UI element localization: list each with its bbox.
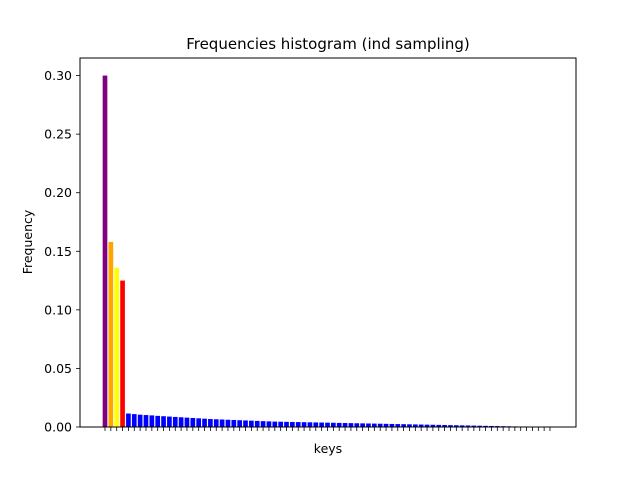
bar: [313, 422, 319, 427]
bar: [243, 420, 248, 427]
y-ticks: 0.00 0.05 0.10 0.15 0.20 0.25 0.30: [44, 68, 80, 435]
y-tick-label: 0.30: [44, 68, 72, 83]
bar: [184, 417, 190, 427]
bar: [483, 425, 488, 427]
bar: [196, 418, 202, 427]
bar: [120, 280, 125, 427]
bar: [237, 420, 243, 427]
bar: [284, 421, 289, 427]
y-tick-label: 0.05: [44, 361, 72, 376]
bar: [231, 419, 237, 427]
bar: [366, 423, 371, 427]
bar: [190, 417, 196, 427]
y-tick-label: 0.00: [44, 420, 72, 435]
bar: [383, 423, 389, 427]
bar: [143, 415, 149, 427]
bar: [336, 422, 342, 427]
bar: [155, 415, 161, 427]
bar: [360, 423, 365, 427]
bar: [301, 422, 307, 427]
bar: [137, 414, 143, 427]
bar: [126, 413, 131, 427]
bar: [108, 241, 114, 427]
bar: [219, 419, 225, 427]
bar: [278, 421, 283, 427]
bar: [290, 421, 295, 427]
bar: [377, 423, 383, 427]
bar: [208, 419, 213, 427]
bar: [372, 423, 377, 427]
bar: [407, 424, 412, 427]
bar: [319, 422, 324, 427]
bar: [149, 415, 155, 427]
bar: [453, 425, 459, 427]
bar: [260, 421, 266, 427]
bar: [254, 420, 260, 427]
bar: [342, 423, 348, 427]
bar: [465, 425, 471, 427]
bar: [389, 423, 395, 427]
bar: [266, 421, 272, 427]
bar: [202, 418, 207, 427]
bar: [424, 424, 430, 427]
bar: [442, 425, 447, 427]
bar: [489, 425, 494, 427]
plot-frame: [79, 57, 577, 428]
bar: [114, 267, 120, 427]
bar: [178, 417, 184, 427]
bar: [401, 424, 406, 427]
bar: [331, 422, 336, 427]
bar: [348, 423, 354, 427]
bar: [412, 424, 418, 427]
y-tick-label: 0.20: [44, 185, 72, 200]
bar: [354, 423, 360, 427]
x-axis-label: keys: [314, 441, 342, 456]
bar: [249, 420, 254, 427]
chart-title: Frequencies histogram (ind sampling): [186, 35, 470, 53]
bar: [459, 425, 465, 427]
bar: [225, 419, 231, 427]
y-tick-label: 0.15: [44, 244, 72, 259]
y-tick-label: 0.25: [44, 127, 72, 142]
bar: [477, 425, 483, 427]
bar: [167, 416, 172, 427]
y-tick-label: 0.10: [44, 302, 72, 317]
bar: [213, 419, 219, 427]
bar: [131, 414, 137, 427]
bar: [448, 425, 453, 427]
y-axis-label: Frequency: [20, 209, 35, 274]
bar: [295, 422, 301, 427]
x-ticks: [104, 427, 551, 431]
bar: [395, 424, 401, 427]
bar: [325, 422, 330, 427]
bar: [436, 424, 442, 427]
bar: [430, 424, 436, 427]
bar: [102, 75, 108, 427]
bar: [172, 416, 178, 427]
bar: [418, 424, 424, 427]
bar: [161, 416, 166, 427]
bar: [471, 425, 477, 427]
bar: [272, 421, 278, 427]
bar: [307, 422, 313, 427]
